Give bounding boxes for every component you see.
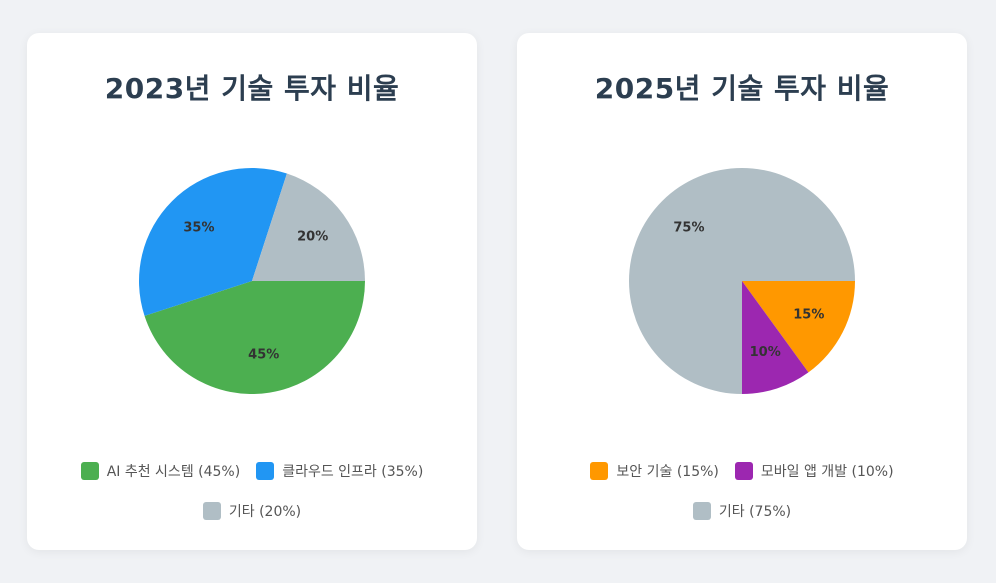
- pie-chart-2023: 45% 35% 20%: [139, 167, 365, 394]
- chart-legend: AI 추천 시스템 (45%) 클라우드 인프라 (35%) 기타 (20%): [27, 461, 477, 521]
- legend-item: 보안 기술 (15%): [590, 461, 719, 481]
- legend-item: 클라우드 인프라 (35%): [256, 461, 423, 481]
- pie-slice: [139, 167, 287, 316]
- chart-card-2023: 2023년 기술 투자 비율 45% 35% 20% AI 추천 시스템 (45%)…: [27, 33, 477, 550]
- slice-value-label: 45%: [248, 348, 279, 363]
- legend-label: 모바일 앱 개발 (10%): [760, 464, 894, 480]
- pie-slice: [252, 173, 365, 281]
- slice-value-label: 15%: [793, 308, 824, 323]
- legend-item: 기타 (75%): [692, 501, 792, 521]
- pie-slice: [742, 281, 855, 373]
- pie-slice: [629, 168, 855, 394]
- slice-value-label: 35%: [183, 220, 214, 235]
- pie-slice: [144, 281, 365, 394]
- slice-value-label: 10%: [750, 345, 781, 360]
- chart-title: 2025년 기술 투자 비율: [594, 72, 890, 105]
- legend-swatch: [80, 462, 99, 480]
- chart-title: 2023년 기술 투자 비율: [104, 72, 400, 105]
- legend-label: 기타 (20%): [228, 504, 302, 520]
- legend-swatch: [692, 502, 711, 520]
- slice-value-label: 20%: [297, 229, 328, 244]
- legend-label: 기타 (75%): [718, 504, 792, 520]
- legend-swatch: [734, 462, 753, 480]
- legend-label: AI 추천 시스템 (45%): [106, 464, 241, 480]
- chart-legend: 보안 기술 (15%) 모바일 앱 개발 (10%) 기타 (75%): [517, 461, 967, 521]
- legend-label: 보안 기술 (15%): [616, 464, 719, 480]
- legend-swatch: [256, 462, 275, 480]
- slice-value-label: 75%: [673, 220, 704, 235]
- legend-swatch: [202, 502, 221, 520]
- legend-swatch: [590, 462, 609, 480]
- pie-slice: [742, 281, 809, 394]
- chart-card-2025: 2025년 기술 투자 비율 15% 10% 75% 보안 기술 (15%) 모바일 …: [517, 33, 967, 550]
- legend-item: 모바일 앱 개발 (10%): [734, 461, 894, 481]
- legend-label: 클라우드 인프라 (35%): [282, 464, 424, 480]
- legend-item: AI 추천 시스템 (45%): [80, 461, 241, 481]
- pie-chart-2025: 15% 10% 75%: [629, 168, 855, 394]
- legend-item: 기타 (20%): [202, 501, 302, 521]
